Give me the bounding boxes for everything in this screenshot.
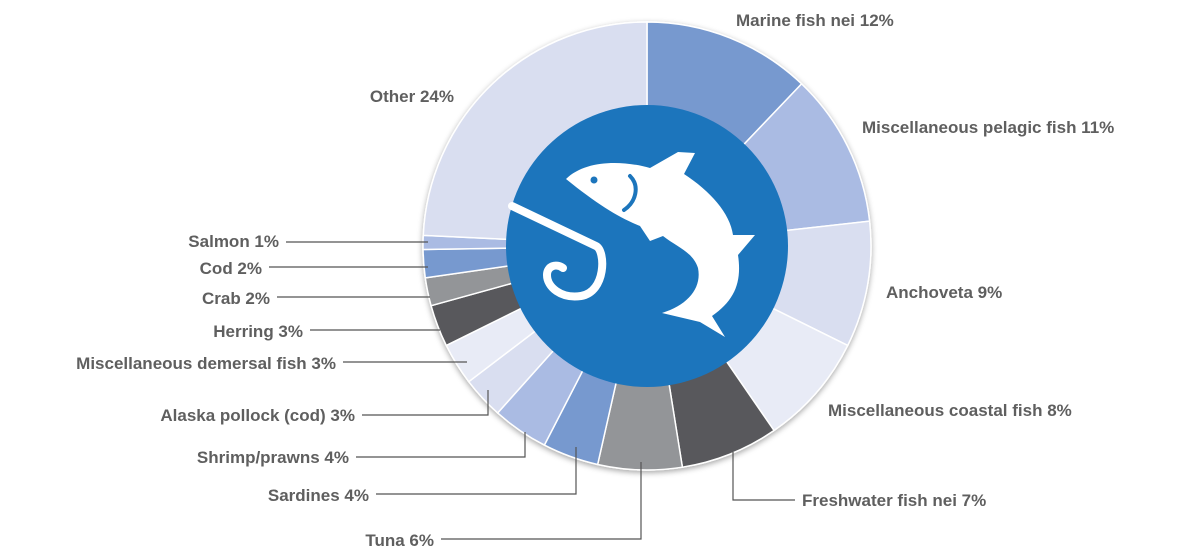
- slice-label: Miscellaneous demersal fish 3%: [76, 354, 336, 373]
- slice-label: Sardines 4%: [268, 486, 369, 505]
- slice-label: Herring 3%: [213, 322, 303, 341]
- center-badge: [506, 105, 788, 387]
- leader-lines: [269, 241, 795, 540]
- leader-line: [356, 432, 526, 458]
- slice-label: Other 24%: [370, 87, 454, 106]
- slice-label: Alaska pollock (cod) 3%: [160, 406, 355, 425]
- slice-label: Salmon 1%: [188, 232, 279, 251]
- slice-label: Cod 2%: [200, 259, 262, 278]
- slice-label: Miscellaneous coastal fish 8%: [828, 401, 1072, 420]
- leader-line: [376, 447, 577, 495]
- slice-label: Crab 2%: [202, 289, 270, 308]
- slice-label: Shrimp/prawns 4%: [197, 448, 349, 467]
- slice-label: Tuna 6%: [365, 531, 434, 550]
- leader-line: [441, 462, 642, 540]
- slice-label: Anchoveta 9%: [886, 283, 1002, 302]
- slice-labels: Marine fish nei 12% Miscellaneous pelagic…: [76, 11, 1114, 550]
- slice-label: Freshwater fish nei 7%: [802, 491, 986, 510]
- slice-label: Marine fish nei 12%: [736, 11, 894, 30]
- center-circle: [506, 105, 788, 387]
- fish-on-hook-icon: [508, 152, 755, 337]
- leader-line: [732, 452, 795, 501]
- slice-label: Miscellaneous pelagic fish 11%: [862, 118, 1114, 137]
- leader-line: [362, 390, 489, 416]
